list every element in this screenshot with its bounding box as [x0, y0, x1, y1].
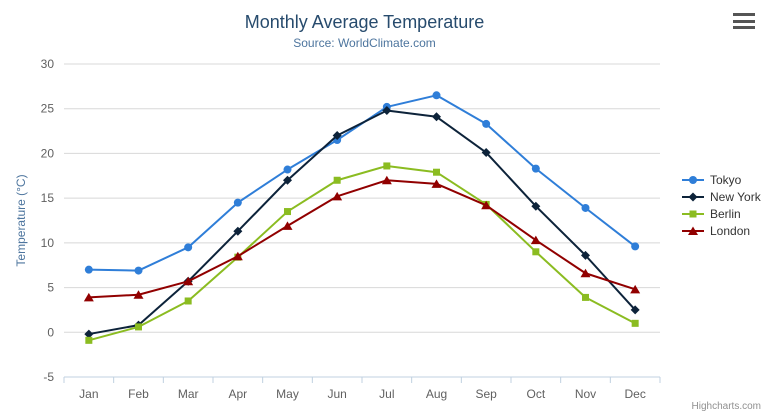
legend-item-berlin[interactable]: Berlin: [681, 207, 761, 221]
x-axis-tick-label: May: [276, 387, 299, 401]
legend-marker-diamond-icon: [682, 192, 704, 202]
y-axis-tick-label: 5: [47, 281, 54, 295]
legend-item-tokyo[interactable]: Tokyo: [681, 173, 761, 187]
x-axis-tick-label: Jul: [379, 387, 394, 401]
y-axis-tick-label: 30: [41, 57, 55, 71]
hamburger-icon: [733, 19, 755, 23]
legend-marker-square-icon: [682, 210, 704, 218]
x-axis-tick-label: Jan: [79, 387, 98, 401]
export-menu-button[interactable]: [733, 13, 755, 29]
hamburger-icon: [733, 13, 755, 16]
x-axis-tick-label: Feb: [128, 387, 149, 401]
x-axis-tick-label: Nov: [575, 387, 596, 401]
y-axis-tick-label: 10: [41, 236, 55, 250]
series-tokyo[interactable]: [84, 91, 640, 275]
y-axis-tick-label: -5: [43, 370, 54, 384]
x-axis-tick-label: Mar: [178, 387, 199, 401]
legend-label: Tokyo: [710, 173, 742, 187]
legend-marker-circle-icon: [682, 176, 704, 184]
legend-label: New York: [710, 190, 761, 204]
y-axis-title: Temperature (°C): [14, 174, 28, 266]
chart-title: Monthly Average Temperature: [244, 12, 485, 32]
legend: Tokyo New York Berlin London: [681, 173, 761, 238]
x-axis-tick-label: Dec: [624, 387, 645, 401]
y-axis-tick-label: 25: [41, 102, 55, 116]
legend-item-new-york[interactable]: New York: [681, 190, 761, 204]
legend-label: London: [710, 224, 751, 238]
x-axis-tick-label: Sep: [475, 387, 497, 401]
hamburger-icon: [733, 26, 755, 29]
legend-item-london[interactable]: London: [681, 224, 761, 238]
chart-subtitle: Source: WorldClimate.com: [293, 36, 436, 50]
legend-label: Berlin: [710, 207, 741, 221]
series-new-york[interactable]: [84, 106, 640, 339]
y-axis-tick-label: 20: [41, 146, 55, 160]
credits-link[interactable]: Highcharts.com: [691, 401, 761, 412]
x-axis-tick-label: Oct: [526, 387, 545, 401]
series-london[interactable]: [83, 175, 641, 302]
y-axis-tick-label: 15: [41, 191, 55, 205]
x-axis-tick-label: Aug: [426, 387, 447, 401]
y-axis-tick-label: 0: [47, 325, 54, 339]
x-axis-tick-label: Apr: [228, 387, 247, 401]
legend-marker-triangle-icon: [682, 226, 704, 235]
x-axis-tick-label: Jun: [327, 387, 346, 401]
